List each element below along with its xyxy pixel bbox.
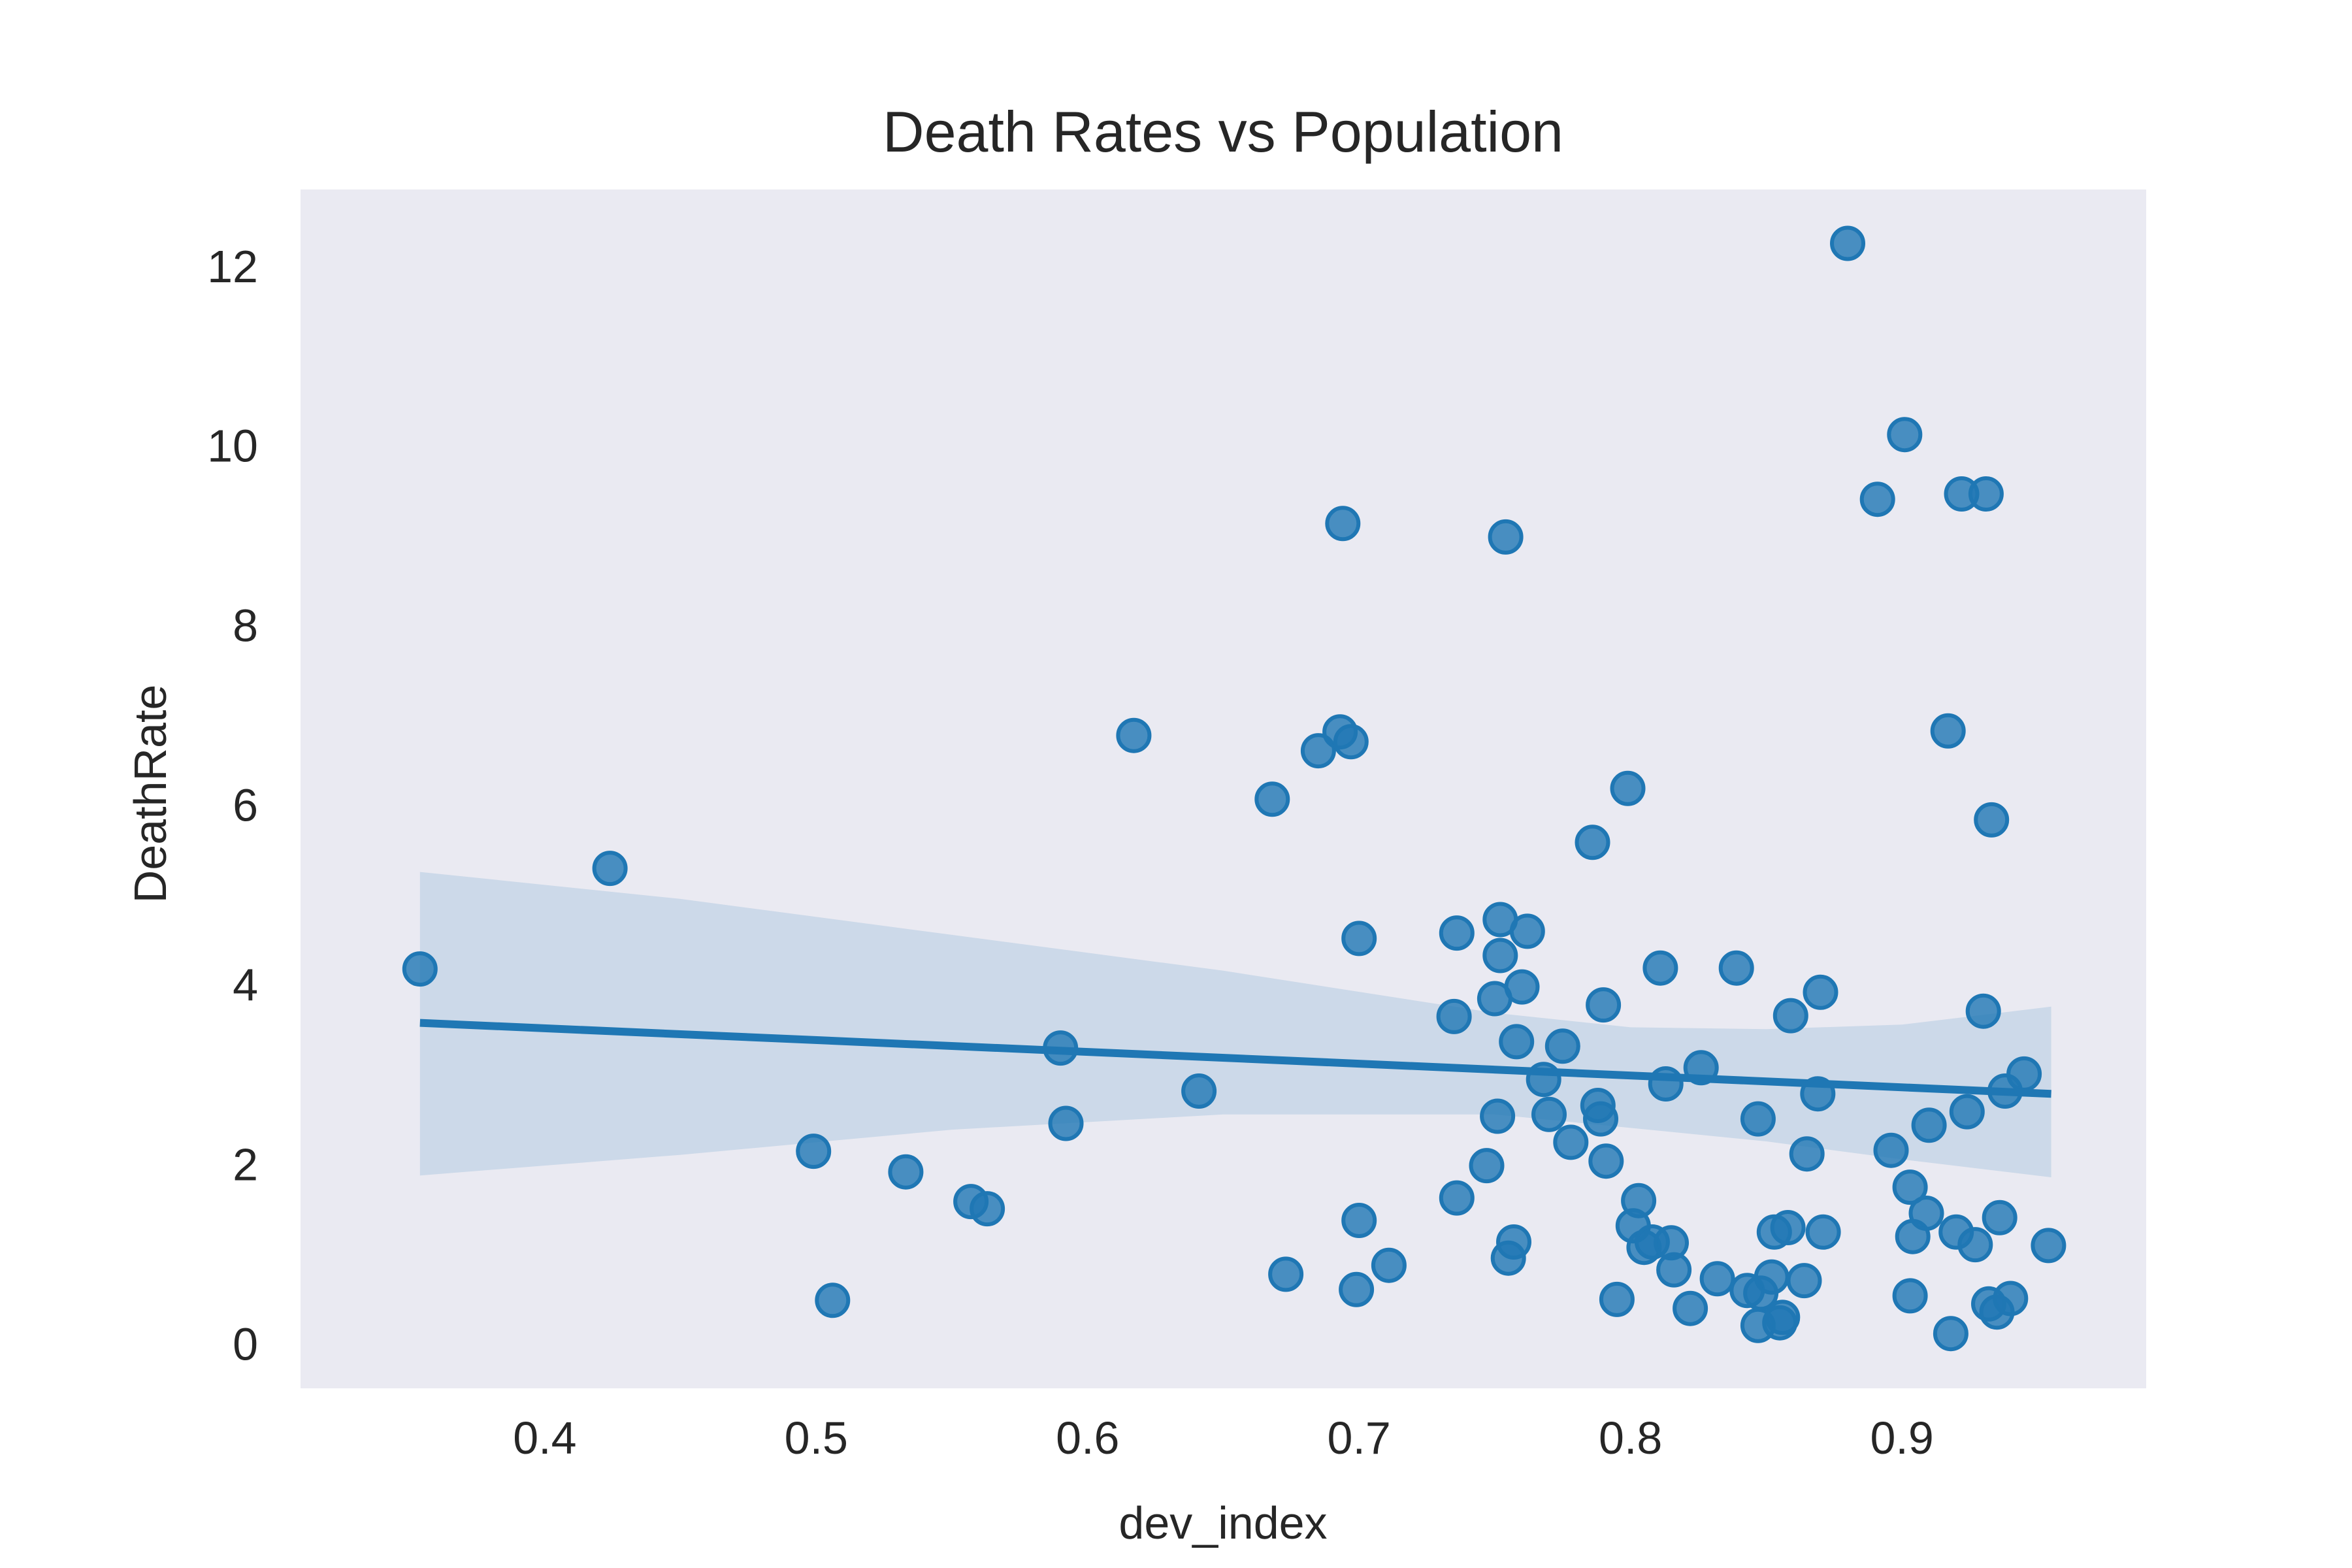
data-point [1887,417,1923,453]
data-point [1371,1247,1407,1283]
data-point [1610,770,1646,806]
data-point [1588,1143,1624,1179]
data-point [1892,1169,1928,1205]
data-point [1770,1210,1806,1245]
data-point [1499,1024,1535,1060]
data-point [1993,1281,2029,1316]
plot-background [301,189,2146,1388]
data-point [1509,913,1545,949]
chart-title: Death Rates vs Population [883,99,1563,164]
data-point [1949,1094,1985,1130]
data-point [1553,1124,1589,1160]
data-point [815,1282,851,1318]
data-point [1699,1261,1735,1297]
data-point [1965,993,2001,1029]
data-point [1765,1299,1801,1335]
y-tick-labels: 0 2 4 6 8 10 12 [207,241,258,1370]
y-tick-label: 8 [233,600,258,651]
data-point [1268,1256,1304,1292]
data-point [1531,1096,1567,1132]
data-point [1859,482,1895,517]
data-point [2031,1228,2066,1264]
confidence-band-area [419,872,2051,1177]
data-point [1873,1132,1909,1168]
data-point [1341,921,1377,956]
data-point [1908,1196,1944,1231]
data-point [1488,519,1524,555]
data-point [2006,1056,2042,1092]
data-point [1982,1200,2017,1235]
data-point [1341,1203,1377,1238]
y-axis-label: DeathRate [125,685,176,904]
data-point [970,1191,1005,1227]
y-tick-label: 2 [233,1139,258,1190]
data-point [1586,987,1622,1023]
data-point [1300,733,1336,769]
data-point [1599,1281,1635,1317]
y-tick-label: 12 [207,241,258,292]
data-point [1803,974,1838,1010]
data-point [1930,713,1966,749]
data-point [1789,1136,1825,1172]
data-point [1339,1271,1375,1307]
data-points [402,225,2066,1352]
data-point [1968,476,2004,512]
data-point [1911,1107,1947,1143]
data-point [1469,1148,1505,1184]
data-point [1575,825,1610,860]
data-point [1333,724,1369,760]
regression-line-group [419,1019,2051,1098]
y-tick-label: 6 [233,780,258,831]
x-tick-label: 0.9 [1870,1413,1933,1463]
y-tick-label: 10 [207,421,258,472]
data-point [1892,1278,1928,1314]
confidence-band [419,872,2051,1177]
data-point [1116,717,1152,753]
data-point [1254,781,1290,817]
x-tick-label: 0.5 [785,1413,848,1463]
data-point [592,851,628,887]
data-point [1673,1290,1708,1326]
data-point [1583,1101,1618,1137]
data-point [1933,1316,1968,1352]
data-point [1805,1214,1841,1250]
data-point [1439,1180,1475,1216]
data-point [1740,1101,1776,1137]
data-point [1482,938,1518,973]
data-point [1048,1105,1084,1141]
x-axis-label: dev_index [1119,1497,1327,1548]
data-point [1436,998,1472,1034]
data-point [1957,1227,1993,1263]
data-point [1544,1028,1580,1064]
data-point [1621,1183,1657,1218]
x-tick-label: 0.6 [1056,1413,1119,1463]
data-point [1830,225,1865,261]
data-point [1181,1073,1217,1109]
data-point [1974,802,2010,838]
data-point [1504,969,1540,1005]
data-point [1496,1224,1531,1260]
regression-line [419,1019,2051,1098]
x-tick-labels: 0.4 0.5 0.6 0.7 0.8 0.9 [513,1413,1934,1463]
data-point [1786,1263,1822,1299]
data-point [1656,1252,1692,1288]
data-point [888,1154,924,1190]
data-point [1325,506,1361,542]
x-tick-label: 0.8 [1599,1413,1662,1463]
data-point [1480,1098,1516,1134]
data-point [1642,950,1678,986]
y-tick-label: 0 [233,1318,258,1369]
data-point [1754,1259,1789,1295]
data-point [1772,998,1808,1034]
x-tick-label: 0.7 [1328,1413,1391,1463]
data-point [402,951,438,987]
data-point [1718,950,1754,986]
x-tick-label: 0.4 [513,1413,576,1463]
y-tick-label: 4 [233,960,258,1011]
data-point [796,1134,832,1169]
data-point [1439,915,1475,951]
